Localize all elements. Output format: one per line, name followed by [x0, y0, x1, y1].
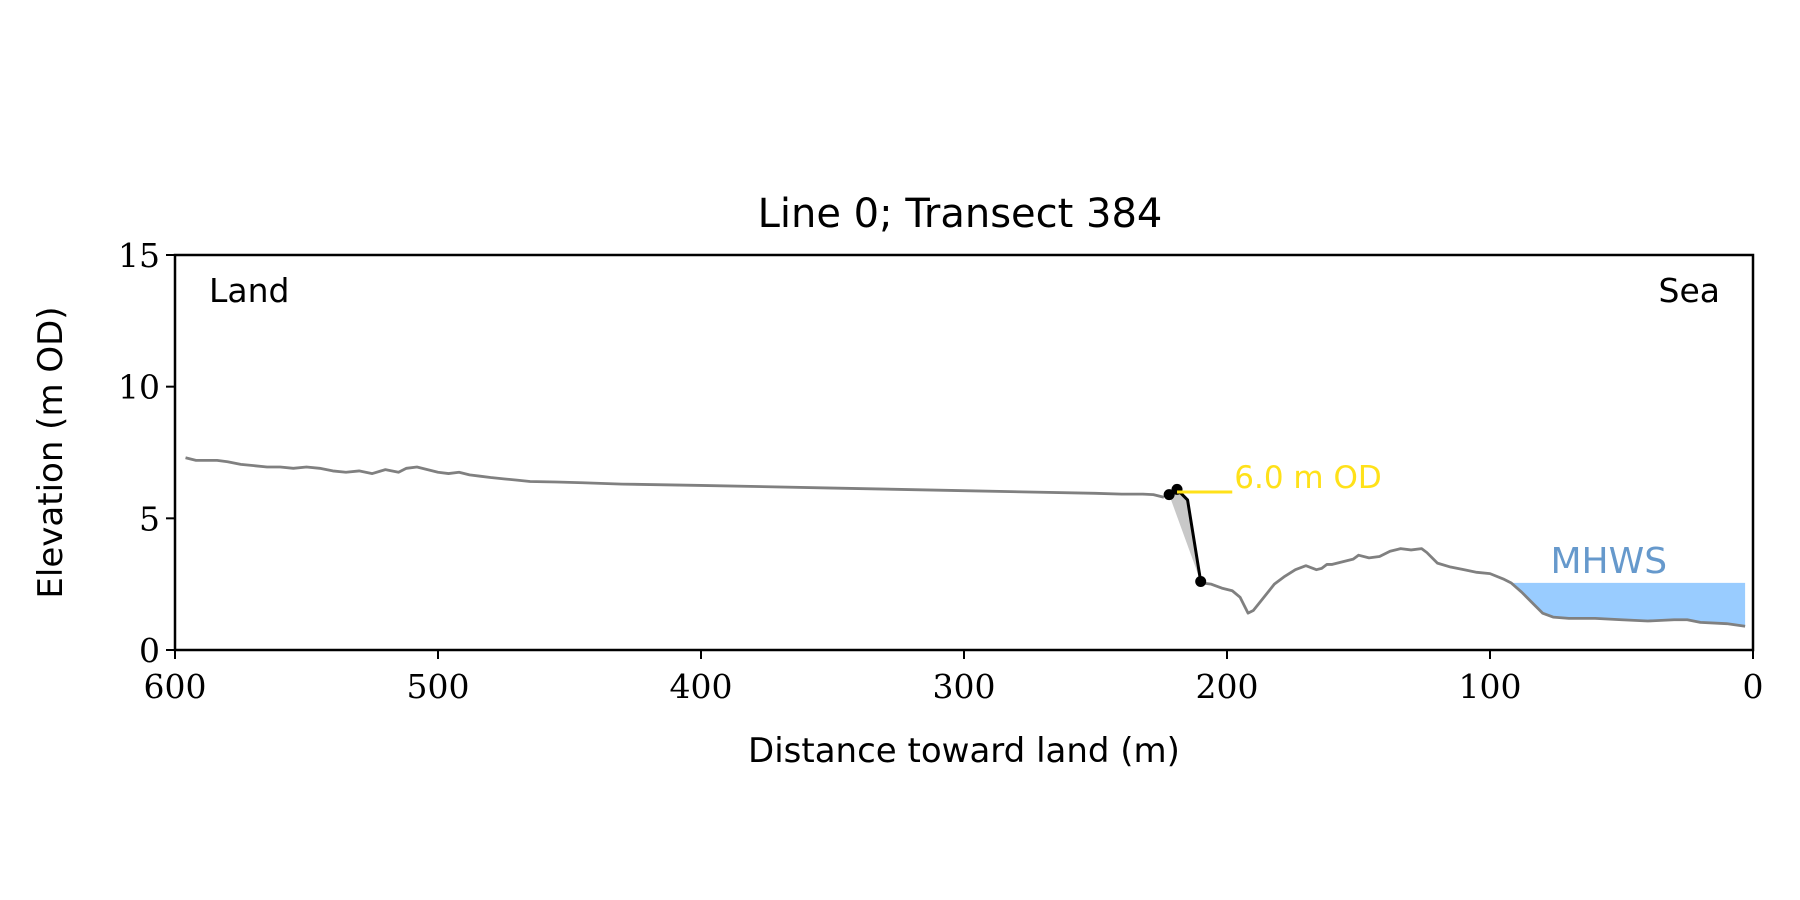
axes-frame: [173, 253, 1755, 652]
mhws-label: MHWS: [1550, 541, 1667, 582]
chart-title: Line 0; Transect 384: [758, 191, 1163, 237]
mhws-area: [1511, 582, 1746, 627]
plot-area: 6.0 m OD MHWS: [185, 456, 1746, 628]
y-tick-label: 15: [118, 236, 160, 275]
x-tick-label: 200: [1196, 667, 1259, 706]
land-label: Land: [209, 271, 289, 310]
y-tick-label: 5: [139, 499, 160, 538]
x-tick-label: 400: [670, 667, 733, 706]
y-axis: 0 5 10 15: [118, 236, 175, 670]
x-tick-label: 100: [1459, 667, 1522, 706]
threshold-label: 6.0 m OD: [1234, 460, 1381, 496]
x-tick-label: 600: [144, 667, 207, 706]
y-tick-label: 10: [118, 368, 160, 407]
cliff-point: [1163, 489, 1175, 501]
x-tick-label: 500: [407, 667, 470, 706]
sea-label: Sea: [1659, 271, 1720, 310]
y-tick-label: 0: [139, 631, 160, 670]
x-tick-label: 0: [1743, 667, 1764, 706]
y-axis-label: Elevation (m OD): [31, 306, 71, 598]
x-axis-label: Distance toward land (m): [748, 731, 1180, 771]
cliff-fill: [1169, 489, 1201, 582]
profile-line-sea: [1200, 547, 1746, 628]
x-axis: 600 500 400 300 200 100 0: [144, 650, 1764, 706]
cliff-point: [1195, 576, 1207, 588]
x-tick-label: 300: [933, 667, 996, 706]
profile-line-land: [185, 456, 1165, 499]
